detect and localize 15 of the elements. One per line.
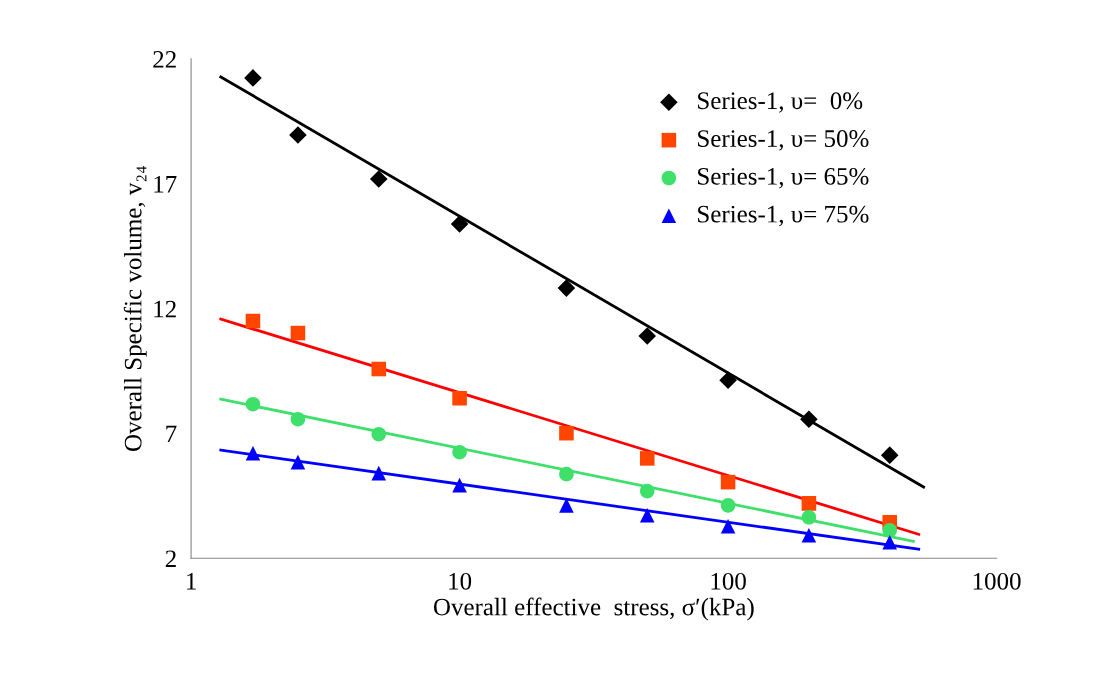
x-axis-title: Overall effective stress, σ′(kPa)	[433, 597, 754, 621]
y-tick-label: 17	[154, 175, 177, 193]
legend-label: Series-1, υ= 75%	[698, 205, 869, 227]
x-tick-label: 100	[711, 572, 746, 590]
x-tick-label: 10	[449, 572, 472, 590]
legend-label: Series-1, υ= 50%	[698, 130, 869, 151]
y-axis-title: Overall Specific volume, v₂₄	[123, 166, 147, 451]
legend-label: Series-1, υ= 65%	[698, 167, 869, 189]
x-tick-label: 1000	[973, 572, 1021, 590]
legend-label: Series-1, υ= 0%	[698, 92, 863, 113]
y-tick-label: 12	[154, 300, 176, 318]
y-tick-label: 22	[153, 51, 176, 68]
y-tick-label: 2	[165, 550, 176, 567]
x-tick-label: 1	[187, 573, 196, 590]
y-tick-label: 7	[166, 425, 177, 443]
